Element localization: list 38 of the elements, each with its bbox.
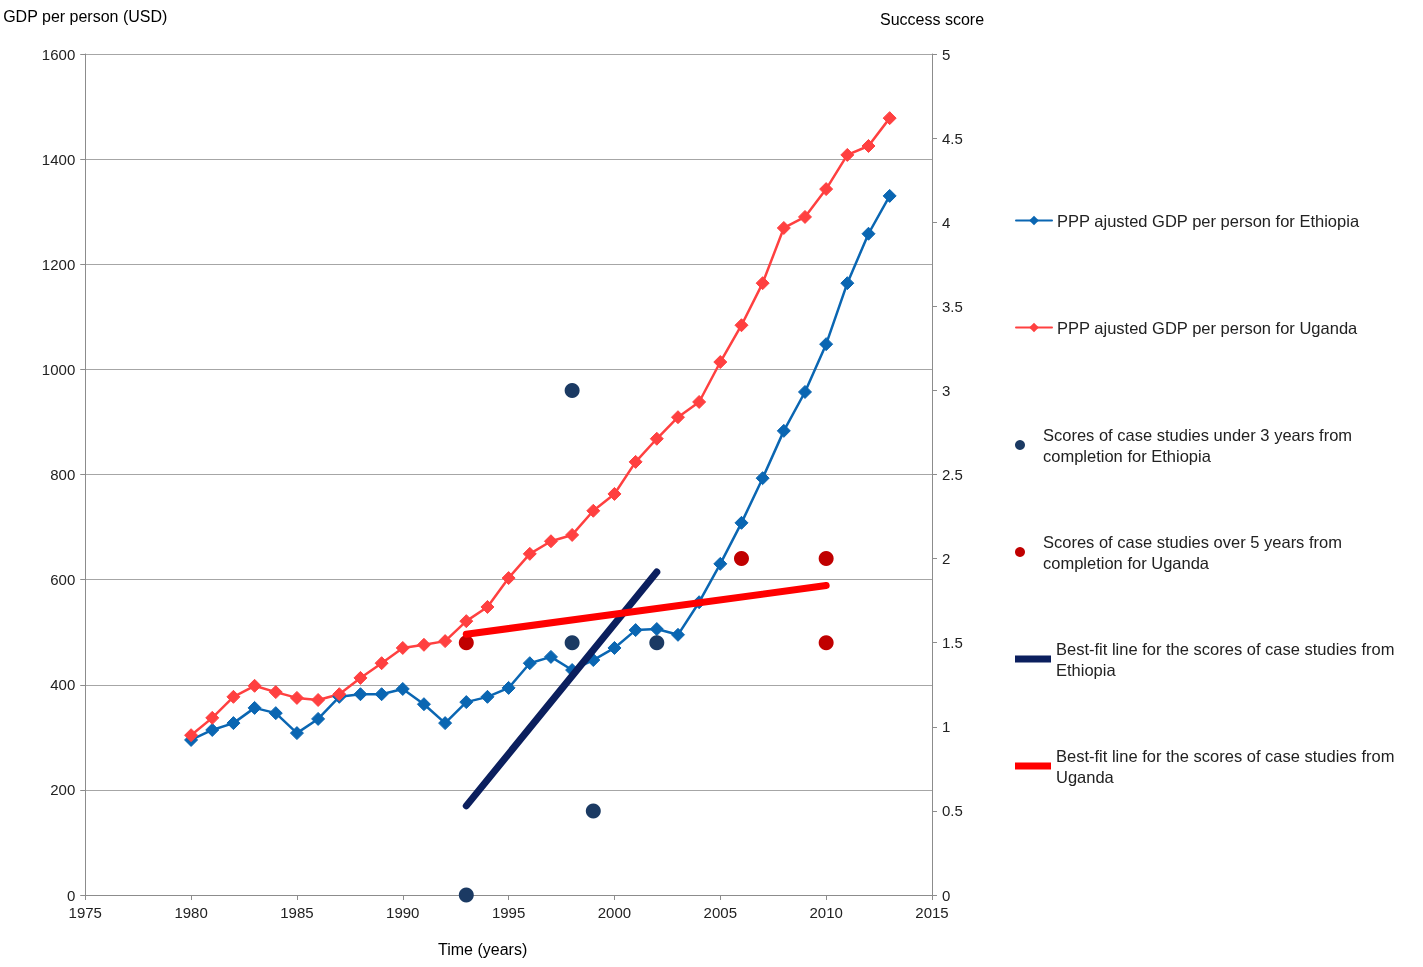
- x-tick-label: 2010: [809, 904, 843, 921]
- y2-tick-label: 1: [942, 718, 951, 736]
- y2-tick-label: 3.5: [942, 297, 963, 315]
- y2-tick-label: 4.5: [942, 129, 963, 147]
- y2-tick-label: 3: [942, 381, 951, 399]
- x-tick-label: 2005: [703, 904, 737, 921]
- legend-label: Scores of case studies under 3 years from completion for Ethiopia: [1043, 425, 1357, 465]
- x-tick-label: 1995: [491, 904, 526, 921]
- y-tick-label: 200: [50, 781, 76, 799]
- y2-tick-label: 5: [942, 45, 951, 63]
- x-axis-title: Time (years): [438, 940, 528, 958]
- y2-tick-label: 2: [942, 550, 951, 568]
- y-tick-label: 1000: [41, 360, 76, 378]
- y-tick-label: 600: [50, 571, 76, 589]
- y2-tick-label: 1.5: [942, 634, 963, 652]
- y-tick-label: 0: [66, 886, 76, 904]
- legend-label: Best-fit line for the scores of case studies from Ethiopia: [1056, 639, 1399, 679]
- x-tick-label: 2015: [915, 904, 949, 921]
- y2-tick-label: 4: [942, 213, 951, 231]
- y2-tick-label: 2.5: [942, 466, 963, 483]
- x-tick-label: 1990: [386, 904, 420, 921]
- x-tick-label: 2000: [597, 904, 632, 921]
- y-tick-label: 1600: [41, 45, 76, 63]
- legend-label: Scores of case studies over 5 years from completion for Uganda: [1043, 532, 1347, 572]
- y2-axis-title: Success score: [879, 10, 985, 28]
- y-axis-title: GDP per person (USD): [3, 7, 168, 25]
- legend-label: Best-fit line for the scores of case studies from Uganda: [1056, 746, 1399, 786]
- y-tick-label: 1400: [41, 150, 76, 168]
- y2-tick-label: 0: [942, 886, 951, 904]
- y-tick-label: 800: [50, 466, 76, 483]
- y2-tick-label: 0.5: [942, 802, 963, 820]
- x-tick-label: 1975: [68, 904, 102, 921]
- x-tick-label: 1985: [280, 904, 314, 921]
- legend-label: PPP ajusted GDP per person for Ethiopia: [1057, 211, 1360, 230]
- x-tick-label: 1980: [174, 904, 208, 921]
- y-tick-label: 400: [50, 676, 76, 694]
- legend-label: PPP ajusted GDP per person for Uganda: [1057, 318, 1359, 337]
- y-tick-label: 1200: [41, 255, 76, 273]
